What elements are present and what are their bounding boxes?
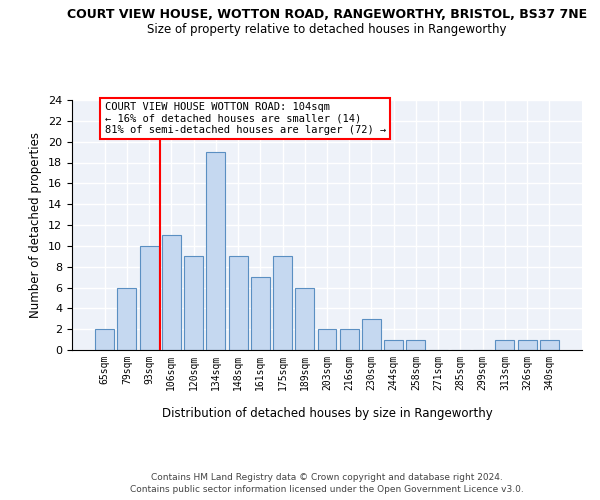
Bar (317, 329, 337, 350)
Bar (384, 340, 403, 350)
Bar (362, 319, 381, 350)
Bar (295, 288, 314, 350)
Bar (540, 340, 559, 350)
Text: Contains HM Land Registry data © Crown copyright and database right 2024.
Contai: Contains HM Land Registry data © Crown c… (130, 472, 524, 494)
Text: Size of property relative to detached houses in Rangeworthy: Size of property relative to detached ho… (147, 22, 507, 36)
Bar (162, 236, 181, 350)
Bar (518, 340, 536, 350)
Bar (496, 340, 514, 350)
Bar (95, 329, 114, 350)
Text: COURT VIEW HOUSE WOTTON ROAD: 104sqm
← 16% of detached houses are smaller (14)
8: COURT VIEW HOUSE WOTTON ROAD: 104sqm ← 1… (104, 102, 386, 136)
Text: Distribution of detached houses by size in Rangeworthy: Distribution of detached houses by size … (161, 408, 493, 420)
Bar (118, 288, 136, 350)
Bar (340, 329, 359, 350)
Y-axis label: Number of detached properties: Number of detached properties (29, 132, 43, 318)
Text: COURT VIEW HOUSE, WOTTON ROAD, RANGEWORTHY, BRISTOL, BS37 7NE: COURT VIEW HOUSE, WOTTON ROAD, RANGEWORT… (67, 8, 587, 20)
Bar (140, 246, 158, 350)
Bar (184, 256, 203, 350)
Bar (229, 256, 248, 350)
Bar (406, 340, 425, 350)
Bar (251, 277, 270, 350)
Bar (273, 256, 292, 350)
Bar (206, 152, 225, 350)
